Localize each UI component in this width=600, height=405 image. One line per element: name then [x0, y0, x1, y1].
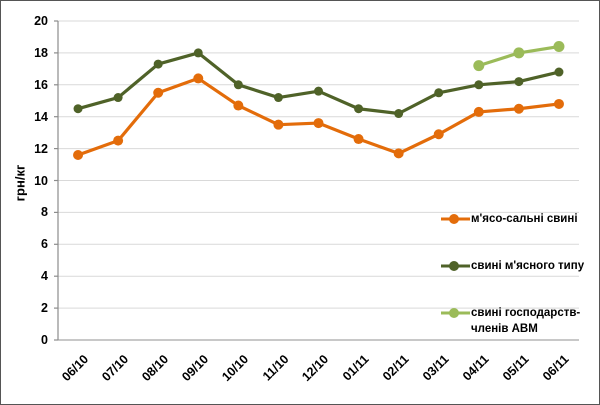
data-point-series-1 — [434, 88, 444, 98]
y-tick-label: 0 — [41, 333, 48, 347]
data-point-series-1 — [314, 86, 323, 96]
data-point-series-0 — [233, 100, 244, 111]
data-point-series-1 — [233, 80, 243, 90]
y-tick-label: 6 — [41, 237, 48, 252]
data-point-series-1 — [113, 93, 123, 103]
data-point-series-1 — [514, 77, 524, 87]
y-tick-label: 12 — [34, 141, 48, 156]
data-point-series-0 — [473, 106, 484, 117]
data-point-series-1 — [153, 59, 163, 69]
data-point-series-0 — [113, 135, 124, 146]
data-point-series-0 — [193, 73, 204, 84]
y-axis-title: грн/кг — [12, 164, 28, 202]
data-point-series-1 — [474, 80, 484, 90]
data-point-series-1 — [73, 104, 83, 114]
y-tick-label: 4 — [41, 269, 48, 284]
legend-label: свині м'ясного типу — [471, 260, 585, 272]
data-point-series-2 — [473, 60, 485, 72]
data-point-series-0 — [73, 149, 84, 160]
y-tick-label: 10 — [34, 173, 48, 188]
legend-entry-meat-fat-pigs: м'ясо-сальні свині — [441, 211, 578, 227]
data-point-series-1 — [273, 93, 283, 103]
y-tick-label: 16 — [34, 77, 48, 92]
data-point-series-0 — [553, 98, 564, 109]
data-point-series-0 — [313, 118, 324, 129]
y-tick-label: 2 — [41, 301, 48, 316]
data-point-series-0 — [273, 119, 284, 130]
data-point-series-0 — [353, 134, 364, 145]
data-point-series-0 — [153, 87, 164, 98]
legend-line-marker-icon — [441, 214, 470, 224]
data-point-series-1 — [394, 109, 404, 119]
y-tick-label: 14 — [34, 109, 48, 124]
legend-line-marker-icon — [441, 261, 470, 271]
legend-label: свині господарств-членів АВМ — [471, 307, 581, 335]
data-point-series-0 — [393, 148, 404, 159]
legend-entry-avm-member-pigs: свині господарств-членів АВМ — [441, 305, 591, 337]
data-point-series-1 — [354, 104, 364, 114]
data-point-series-0 — [513, 103, 524, 114]
y-tick-label: 20 — [34, 14, 48, 28]
legend-line-marker-icon — [441, 308, 470, 318]
data-point-series-2 — [513, 47, 525, 59]
data-point-series-0 — [433, 129, 444, 140]
y-tick-label: 18 — [34, 45, 48, 60]
data-point-series-2 — [553, 41, 565, 53]
data-point-series-1 — [193, 48, 203, 58]
legend-entry-meat-type-pigs: свині м'ясного типу — [441, 258, 584, 274]
legend-label: м'ясо-сальні свині — [471, 213, 578, 225]
data-point-series-1 — [554, 67, 564, 77]
y-tick-label: 8 — [41, 205, 48, 220]
